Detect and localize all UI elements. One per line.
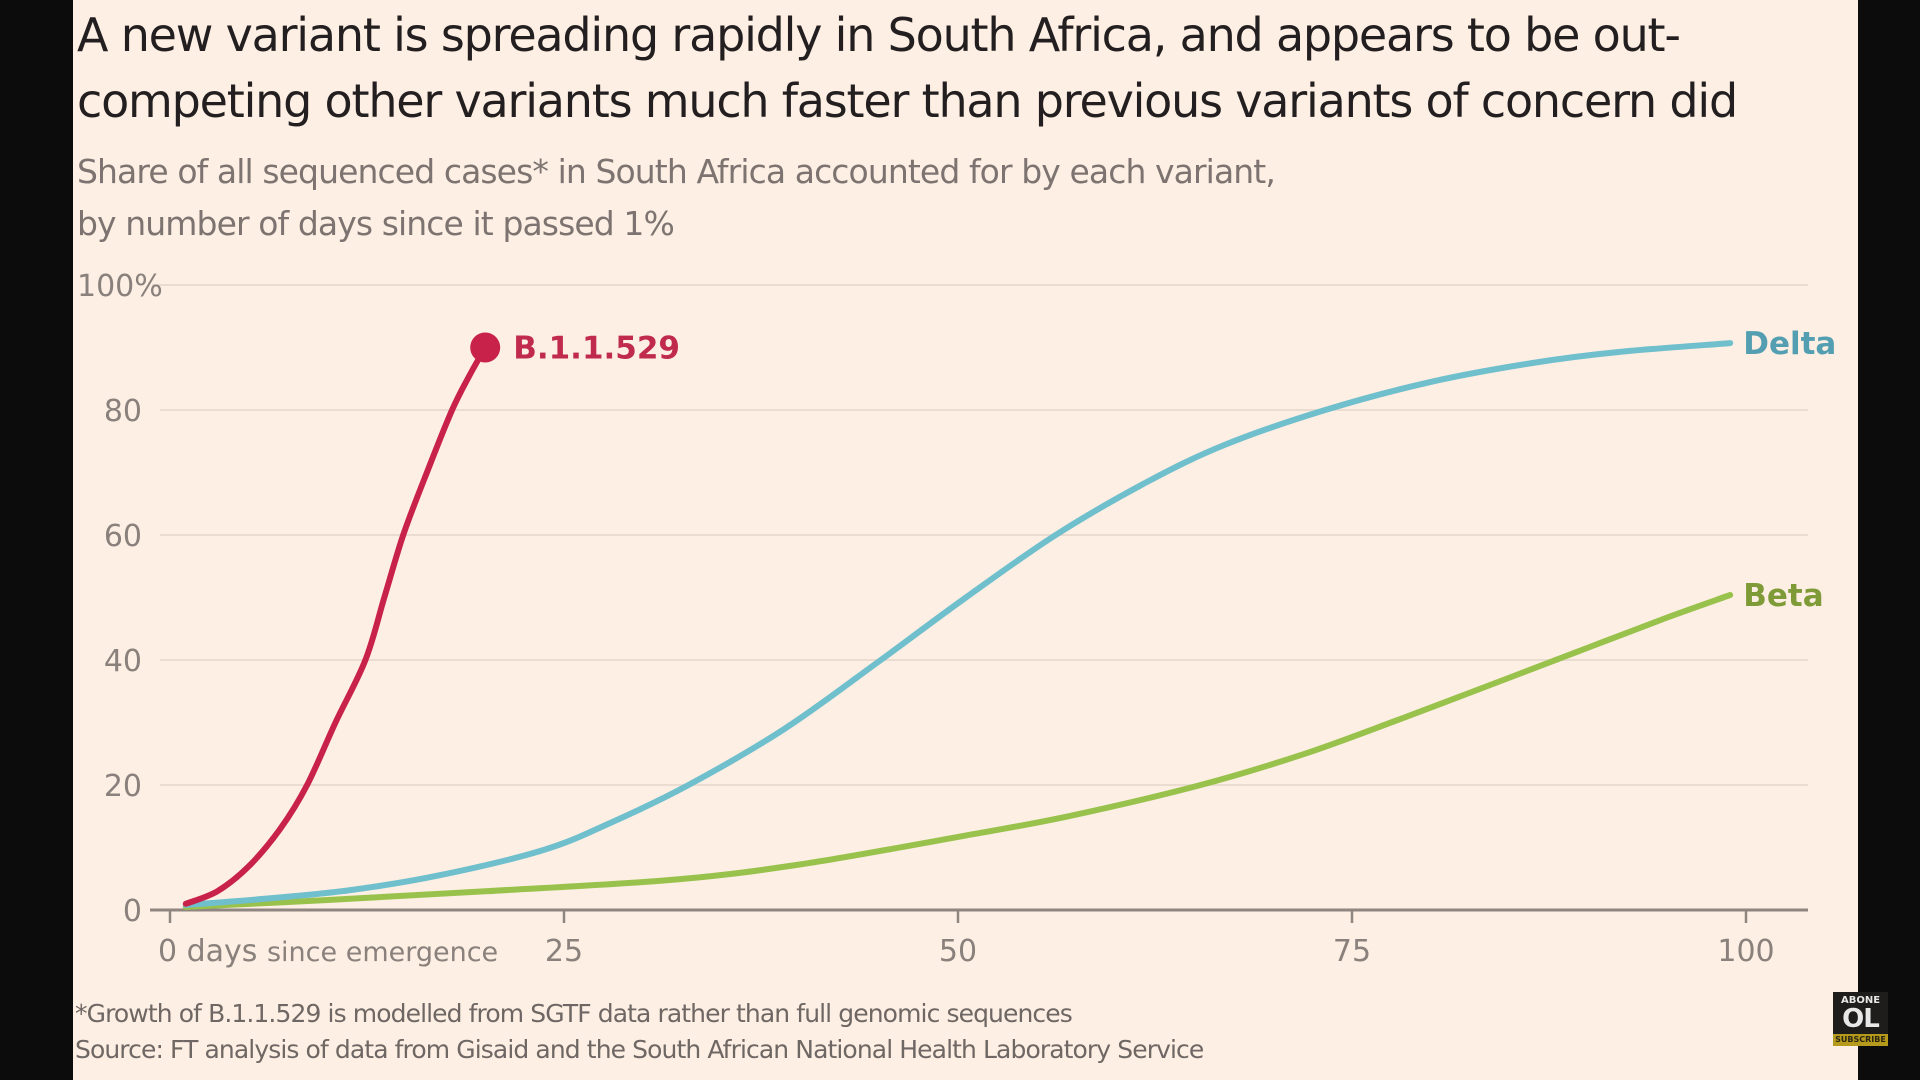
y-tick-label: 80 xyxy=(104,394,142,429)
x-tick-label: 100 xyxy=(1717,934,1774,969)
y-tick-label: 100% xyxy=(77,269,163,304)
series-labels: Beta Delta B.1.1.529 xyxy=(513,326,1836,614)
chart-subtitle-line-1: Share of all sequenced cases* in South A… xyxy=(77,152,1276,191)
y-tick-label: 40 xyxy=(104,644,142,679)
chart-subtitle-line-2: by number of days since it passed 1% xyxy=(77,204,675,243)
chart-subtitle: Share of all sequenced cases* in South A… xyxy=(77,146,1777,250)
x-tick-label: 0 days since emergence xyxy=(158,934,498,969)
series-end-dot-b-1-1-529 xyxy=(470,332,501,363)
x-tick-label: 75 xyxy=(1333,934,1371,969)
chart-card: A new variant is spreading rapidly in So… xyxy=(73,0,1858,1080)
series-label-b-1-1-529: B.1.1.529 xyxy=(513,331,680,367)
series-label-delta: Delta xyxy=(1743,326,1836,362)
footnote-source: Source: FT analysis of data from Gisaid … xyxy=(75,1035,1204,1064)
x-axis-unit-label: since emergence xyxy=(267,937,498,968)
y-tick-label: 20 xyxy=(104,769,142,804)
series-label-beta: Beta xyxy=(1743,578,1823,614)
subscribe-badge[interactable]: ABONE OL SUBSCRIBE xyxy=(1833,992,1888,1046)
x-tick-label: 25 xyxy=(545,934,583,969)
subscribe-badge-label: SUBSCRIBE xyxy=(1833,1034,1888,1046)
series-line-b-1-1-529 xyxy=(182,344,489,907)
footnote-note: *Growth of B.1.1.529 is modelled from SG… xyxy=(75,999,1073,1028)
subscribe-badge-logo: OL xyxy=(1842,1004,1880,1034)
chart-title-line-1: A new variant is spreading rapidly in So… xyxy=(77,8,1681,62)
series xyxy=(182,332,1734,910)
subscribe-badge-top: ABONE xyxy=(1840,995,1881,1006)
series-line-beta xyxy=(182,592,1734,910)
chart-title: A new variant is spreading rapidly in So… xyxy=(77,2,1857,134)
series-line-delta xyxy=(182,340,1734,908)
chart-title-line-2: competing other variants much faster tha… xyxy=(77,74,1738,128)
y-tick-label: 0 xyxy=(123,894,142,929)
gridlines xyxy=(152,284,1808,786)
x-tick-label: 50 xyxy=(939,934,977,969)
axes: 0 20 40 60 80 100% 0 days since emergence 25 50 7… xyxy=(77,269,1808,969)
chart-footnote: *Growth of B.1.1.529 is modelled from SG… xyxy=(75,996,1475,1068)
line-chart: 0 20 40 60 80 100% 0 days since emergence 25 50 7… xyxy=(77,269,1836,969)
y-tick-label: 60 xyxy=(104,519,142,554)
x-tick-value: 0 days xyxy=(158,934,267,969)
